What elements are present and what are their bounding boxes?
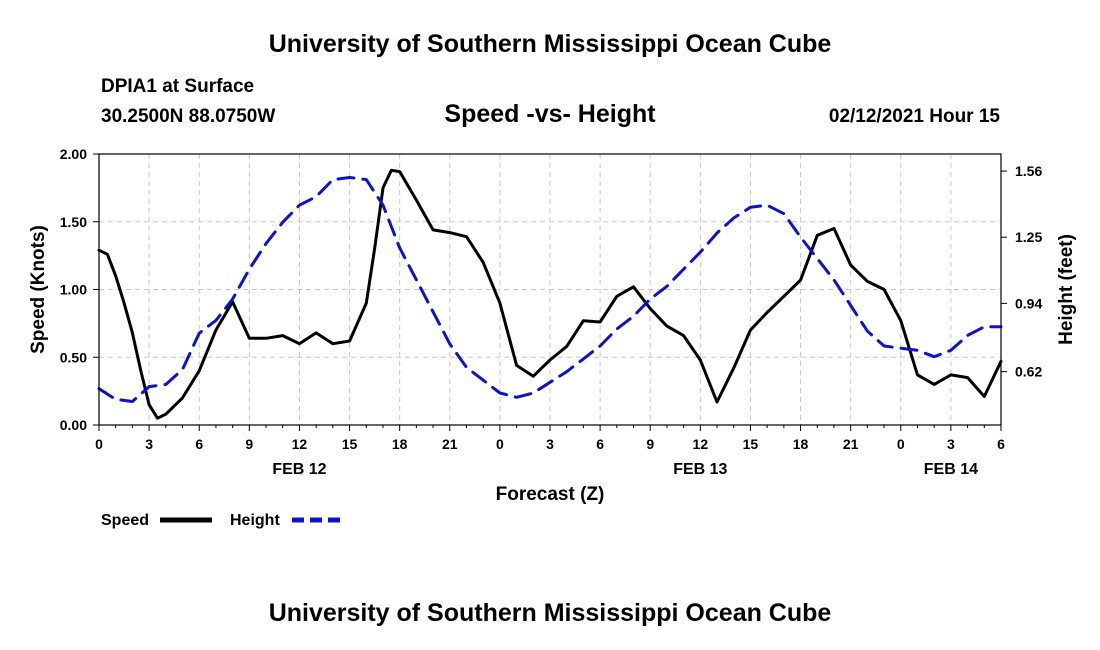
series-line-speed <box>97 168 1003 420</box>
y2-tick-label: 1.56 <box>1015 163 1042 179</box>
x-tick-label: 0 <box>496 436 504 452</box>
axis-layer: 0.00 0.50 1.00 1.50 2.00 0.62 0.94 1.25 1.56 0 3 6 9… <box>28 146 1077 505</box>
date-label: FEB 13 <box>673 461 727 478</box>
x-tick-label: 9 <box>245 436 253 452</box>
y-tick-label: 1.00 <box>60 282 87 298</box>
grid-layer <box>99 154 1001 425</box>
y-tick-label: 0.50 <box>60 349 87 365</box>
station-name: DPIA1 at Surface <box>101 76 255 97</box>
series-layer <box>97 168 1003 420</box>
date-label: FEB 14 <box>924 461 978 478</box>
x-tick-label: 18 <box>793 436 809 452</box>
y2-tick-label: 1.25 <box>1015 229 1042 245</box>
series-line-height <box>97 176 1003 403</box>
x-tick-label: 12 <box>292 436 308 452</box>
y-tick-label: 1.50 <box>60 214 87 230</box>
x-tick-label: 0 <box>897 436 905 452</box>
x-tick-label: 3 <box>947 436 955 452</box>
x-tick-label: 0 <box>95 436 103 452</box>
y2-tick-label: 0.94 <box>1015 295 1042 311</box>
x-axis-title: Forecast (Z) <box>496 484 605 505</box>
main-title: University of Southern Mississippi Ocean… <box>268 30 832 58</box>
x-tick-label: 6 <box>195 436 203 452</box>
x-tick-label: 12 <box>693 436 709 452</box>
chart-title: Speed -vs- Height <box>444 100 656 128</box>
footer-title: University of Southern Mississippi Ocean… <box>268 599 832 627</box>
x-tick-label: 15 <box>743 436 759 452</box>
x-tick-label: 9 <box>646 436 654 452</box>
station-coordinates: 30.2500N 88.0750W <box>101 106 276 127</box>
x-tick-label: 15 <box>342 436 358 452</box>
x-tick-label: 18 <box>392 436 408 452</box>
date-label: FEB 12 <box>272 461 326 478</box>
y-tick-label: 0.00 <box>60 417 87 433</box>
y2-tick-label: 0.62 <box>1015 364 1042 380</box>
legend: Speed Height <box>101 512 342 529</box>
y-tick-label: 2.00 <box>60 146 87 162</box>
x-tick-label: 6 <box>997 436 1005 452</box>
legend-label-height: Height <box>230 512 280 529</box>
y2-axis-title: Height (feet) <box>1056 234 1077 345</box>
x-tick-label: 3 <box>546 436 554 452</box>
x-tick-label: 21 <box>442 436 458 452</box>
forecast-datetime: 02/12/2021 Hour 15 <box>828 106 1000 127</box>
y-axis-title: Speed (Knots) <box>28 225 49 354</box>
x-tick-label: 6 <box>596 436 604 452</box>
legend-label-speed: Speed <box>101 512 149 529</box>
x-tick-label: 3 <box>145 436 153 452</box>
x-tick-label: 21 <box>843 436 859 452</box>
